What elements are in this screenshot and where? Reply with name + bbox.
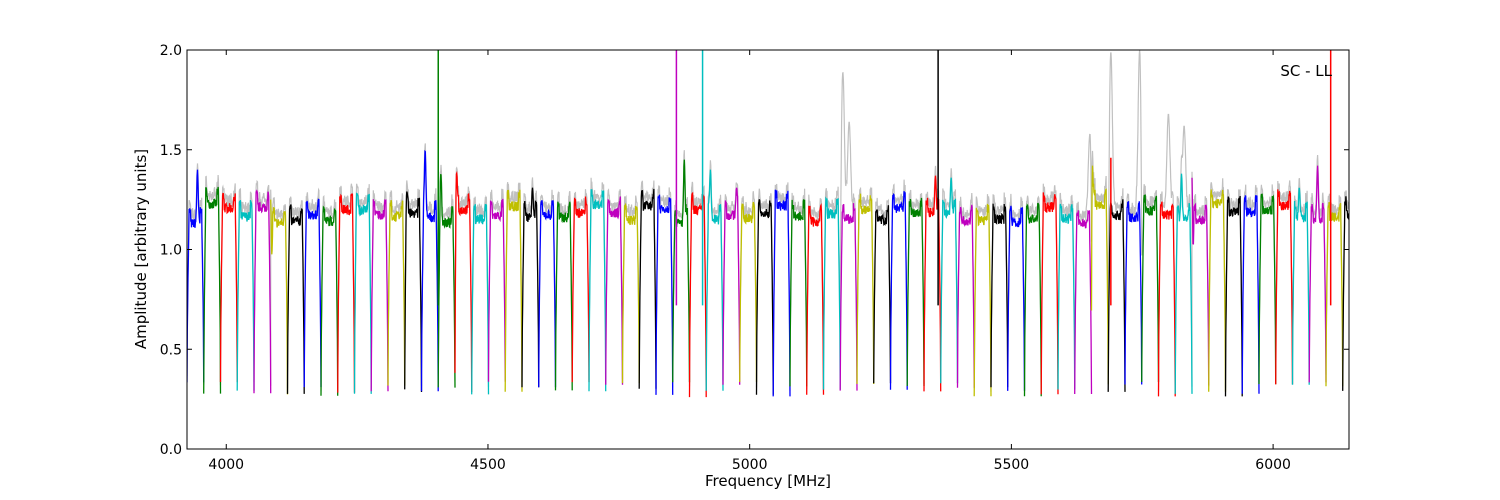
channel-line-17 — [471, 203, 490, 395]
x-tick-label-1: 4500 — [470, 457, 506, 473]
channel-line-18 — [487, 198, 506, 382]
channel-line-65 — [1275, 189, 1294, 385]
channel-line-8 — [320, 205, 339, 396]
channel-line-3 — [236, 200, 255, 391]
channel-line-58 — [1157, 201, 1176, 397]
channel-line-2 — [219, 192, 238, 383]
channel-line-32 — [722, 187, 741, 385]
channel-line-30 — [688, 191, 707, 398]
channel-line-38 — [822, 196, 841, 390]
y-tick-label-1: 0.5 — [160, 342, 182, 358]
channel-line-0 — [187, 169, 205, 383]
channel-line-43 — [906, 197, 925, 387]
channel-line-11 — [370, 198, 389, 392]
channel-line-48 — [990, 203, 1009, 388]
y-tick-label-3: 1.5 — [160, 143, 182, 159]
channel-line-22 — [554, 201, 573, 391]
channel-line-19 — [504, 189, 523, 392]
channel-line-49 — [1007, 205, 1026, 391]
channel-line-36 — [789, 199, 808, 387]
y-axis-label: Amplitude [arbitrary units] — [132, 149, 150, 349]
channel-line-62 — [1224, 195, 1243, 397]
channel-line-26 — [621, 202, 640, 384]
channel-line-42 — [889, 191, 908, 390]
channel-line-5 — [270, 199, 289, 395]
channel-line-40 — [856, 193, 875, 385]
channel-line-1 — [203, 186, 222, 394]
channel-line-27 — [638, 188, 657, 389]
channel-line-39 — [839, 203, 858, 391]
channel-line-21 — [538, 200, 557, 388]
x-tick-label-4: 6000 — [1255, 457, 1291, 473]
channel-line-15 — [437, 173, 456, 388]
channel-line-24 — [588, 189, 607, 392]
y-tick-label-4: 2.0 — [160, 43, 182, 59]
channel-line-16 — [454, 170, 473, 393]
x-tick-label-0: 4000 — [208, 457, 244, 473]
channel-line-34 — [755, 199, 774, 395]
y-tick-label-2: 1.0 — [160, 243, 182, 259]
channel-line-14 — [420, 149, 439, 392]
x-tick-label-3: 5500 — [994, 457, 1030, 473]
channel-line-63 — [1241, 195, 1260, 394]
channel-line-67 — [1308, 165, 1327, 383]
channel-line-7 — [303, 198, 322, 388]
channel-line-29 — [672, 159, 691, 383]
channel-line-35 — [772, 189, 791, 397]
channel-line-52 — [1057, 203, 1076, 390]
channel-line-57 — [1141, 194, 1160, 383]
channel-line-25 — [605, 196, 624, 385]
channel-line-12 — [387, 199, 406, 386]
channel-line-45 — [940, 177, 959, 384]
channel-line-51 — [1040, 192, 1059, 395]
channel-line-9 — [337, 193, 356, 393]
channel-line-20 — [521, 187, 540, 388]
channel-line-47 — [973, 203, 992, 397]
channel-line-6 — [286, 204, 305, 394]
channel-line-4 — [253, 189, 272, 394]
channel-line-10 — [353, 192, 372, 394]
channel-line-68 — [1325, 201, 1344, 387]
channel-line-41 — [873, 205, 892, 384]
channel-line-54 — [1090, 165, 1109, 385]
channel-line-60 — [1191, 177, 1210, 386]
channel-line-28 — [655, 194, 674, 395]
channel-line-59 — [1174, 173, 1193, 394]
channel-line-50 — [1023, 202, 1042, 397]
channel-line-66 — [1291, 187, 1310, 385]
plot-annotation: SC - LL — [1280, 62, 1332, 80]
channel-line-46 — [956, 204, 975, 388]
series-layer — [187, 50, 1349, 398]
channel-line-31 — [705, 169, 724, 391]
x-tick-label-2: 5000 — [732, 457, 768, 473]
channel-line-13 — [404, 191, 423, 393]
y-tick-label-0: 0.0 — [160, 442, 182, 458]
channel-line-69 — [1342, 196, 1349, 391]
channel-line-53 — [1074, 209, 1093, 395]
channel-line-23 — [571, 196, 590, 383]
channel-line-33 — [739, 201, 758, 383]
channel-line-37 — [806, 203, 825, 395]
channel-line-56 — [1124, 201, 1143, 385]
ticks-layer: 4000 4500 5000 5500 6000 0.0 0.5 1.0 1.5 2.0 — [160, 43, 1349, 473]
channel-line-61 — [1208, 189, 1227, 392]
x-axis-label: Frequency [MHz] — [705, 472, 831, 490]
channel-line-64 — [1258, 193, 1277, 385]
